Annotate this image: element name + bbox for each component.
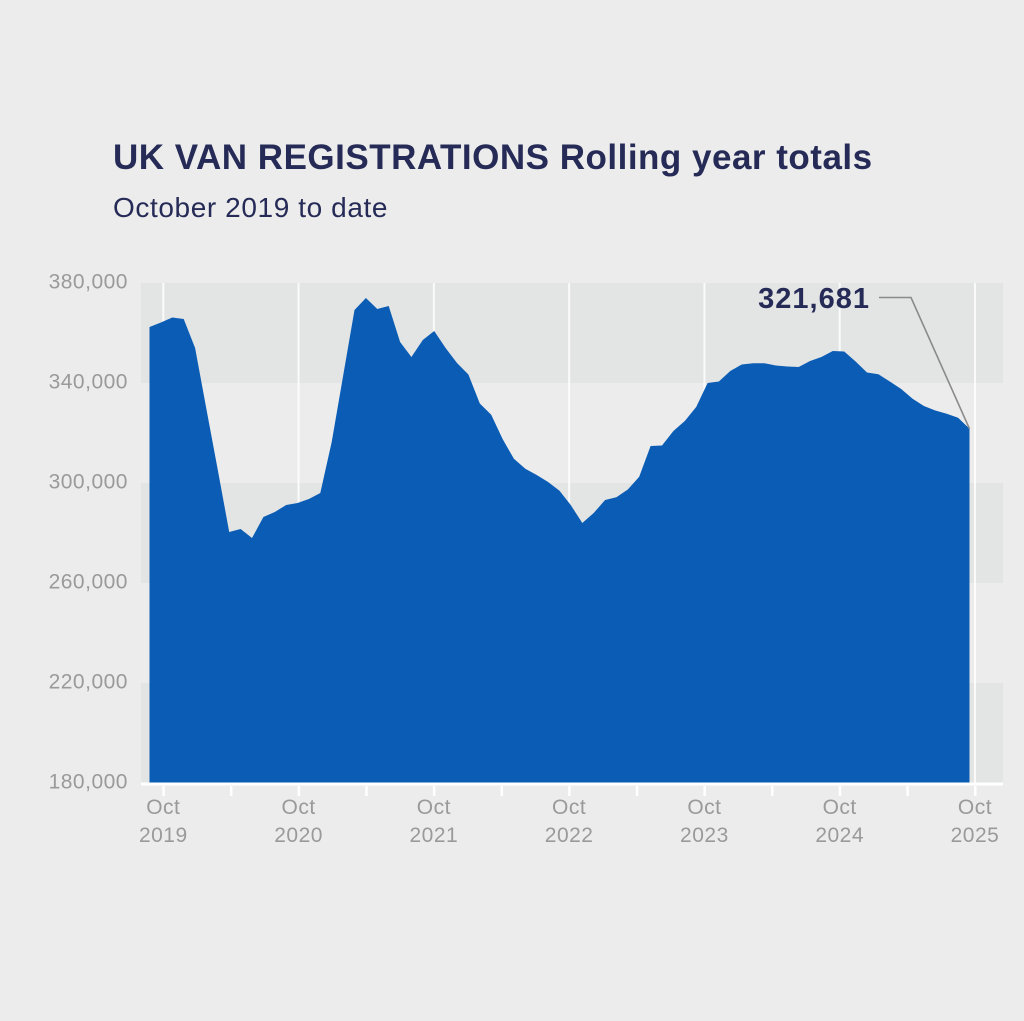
- y-axis-label: 260,000: [48, 570, 128, 594]
- x-axis-label-year: 2020: [274, 824, 323, 847]
- x-axis-label-year: 2023: [680, 824, 729, 847]
- x-axis-label: Oct 2020: [239, 794, 359, 850]
- axis-tick: [771, 786, 774, 796]
- axis-tick: [973, 786, 977, 796]
- x-axis-label: Oct 2022: [509, 794, 629, 850]
- x-axis-label-year: 2022: [544, 824, 594, 847]
- x-axis-label-year: 2019: [138, 824, 188, 847]
- axis-tick: [906, 786, 909, 796]
- axis-tick: [838, 786, 842, 796]
- x-axis-label-month: Oct: [552, 796, 587, 819]
- y-axis-label: 180,000: [48, 770, 128, 794]
- area-series: [149, 298, 970, 783]
- x-axis-label-year: 2021: [409, 824, 459, 847]
- chart-subtitle: October 2019 to date: [113, 192, 389, 223]
- x-axis-label-month: Oct: [687, 796, 722, 819]
- axis-tick: [229, 786, 233, 796]
- annotation-value: 321,681: [758, 283, 870, 315]
- axis-baseline: [141, 782, 1003, 786]
- axis-tick: [365, 786, 368, 796]
- x-axis-label-year: 2024: [815, 824, 865, 847]
- x-axis-label-month: Oct: [281, 796, 316, 819]
- axis-tick: [432, 786, 436, 796]
- axis-tick: [635, 786, 639, 796]
- x-axis-label: Oct 2024: [780, 794, 900, 850]
- x-axis-label-year: 2025: [950, 824, 1000, 847]
- callout-line: [879, 296, 971, 430]
- x-axis-label-month: Oct: [822, 796, 857, 819]
- x-axis-label: Oct 2021: [374, 794, 494, 850]
- y-axis-label: 220,000: [48, 670, 128, 694]
- axis-tick: [703, 786, 706, 796]
- y-axis-label: 380,000: [48, 270, 128, 294]
- axis-tick: [568, 786, 571, 796]
- x-axis-label-month: Oct: [416, 796, 451, 819]
- axis-tick: [500, 786, 503, 796]
- y-axis-label: 300,000: [48, 470, 128, 494]
- axis-tick: [162, 786, 165, 796]
- plot-band: [141, 283, 1003, 383]
- x-axis-label-month: Oct: [146, 796, 181, 819]
- x-axis-label: Oct 2019: [103, 794, 223, 850]
- y-axis-label: 340,000: [48, 370, 128, 394]
- chart-title: UK VAN REGISTRATIONS Rolling year totals: [113, 138, 873, 177]
- x-axis-label-month: Oct: [957, 796, 993, 819]
- axis-tick: [297, 786, 301, 796]
- x-axis-label: Oct 2025: [915, 794, 1024, 850]
- x-axis-label: Oct 2023: [644, 794, 764, 850]
